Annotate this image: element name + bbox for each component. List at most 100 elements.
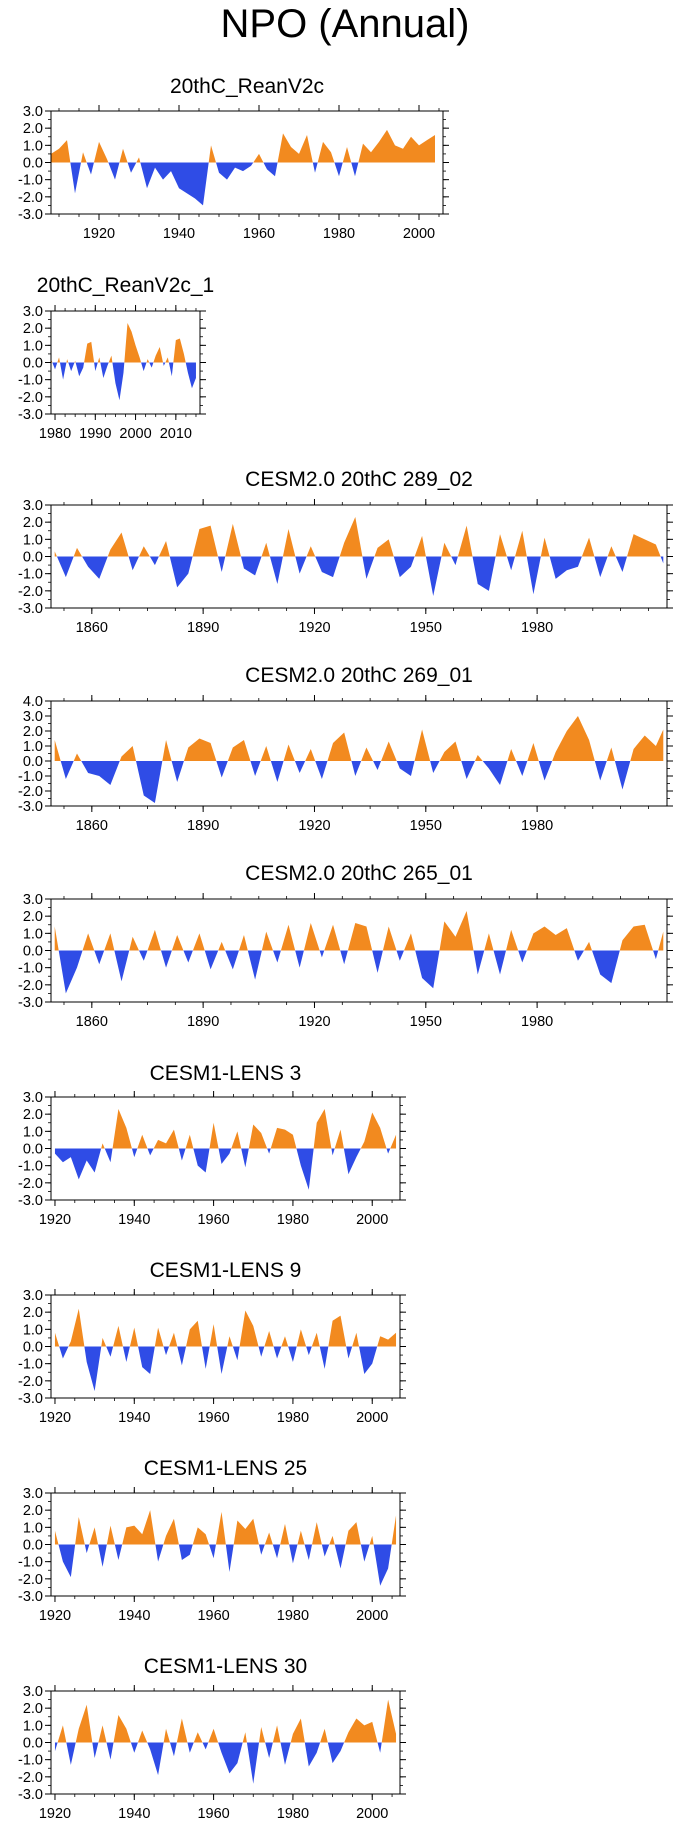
y-tick-label: -3.0 <box>18 1787 43 1803</box>
chart-3: CESM2.0 20thC 289_02 3.02.01.0 0.0-1.0-2.0… <box>18 468 673 636</box>
y-tick-label: 3.0 <box>23 1486 43 1502</box>
y-tick-label: 1.0 <box>23 1124 43 1140</box>
y-tick-label: 0.0 <box>23 356 43 372</box>
y-tick-label: -1.0 <box>18 1555 43 1571</box>
y-tick-label: -2.0 <box>18 584 43 600</box>
x-tick-label: 1860 <box>76 620 108 636</box>
chart-title: CESM2.0 20thC 289_02 <box>245 468 473 491</box>
positive-area <box>54 716 664 761</box>
chart-title: CESM1-LENS 30 <box>144 1655 307 1678</box>
y-tick-label: 1.0 <box>23 138 43 154</box>
y-tick-label: 0.0 <box>23 1538 43 1554</box>
x-tick-label: 1890 <box>187 620 219 636</box>
y-tick-label: -1.0 <box>18 373 43 389</box>
x-tick-label: 1920 <box>298 818 330 834</box>
y-tick-label: -3.0 <box>18 799 43 815</box>
y-tick-label: 0.0 <box>23 156 43 172</box>
y-tick-label: -3.0 <box>18 995 43 1011</box>
y-tick-label: -2.0 <box>18 1572 43 1588</box>
x-tick-label: 1980 <box>521 620 553 636</box>
x-tick-label: 1920 <box>298 1014 330 1030</box>
x-tick-label: 2000 <box>119 426 151 442</box>
x-tick-label: 2000 <box>403 226 435 242</box>
y-tick-label: 2.0 <box>23 909 43 925</box>
y-tick-label: 3.0 <box>23 1288 43 1304</box>
x-tick-label: 1940 <box>118 1806 150 1822</box>
positive-area <box>54 1699 397 1743</box>
chart-2: 20thC_ReanV2c_1 3.02.01.0 0.0-1.0-2.0-3.0 1… <box>18 274 214 442</box>
negative-area <box>54 761 664 803</box>
positive-area <box>54 1308 397 1347</box>
negative-area <box>51 362 196 401</box>
negative-area <box>54 1544 397 1586</box>
x-tick-label: 1940 <box>118 1608 150 1624</box>
negative-area <box>54 1148 397 1190</box>
x-tick-label: 1920 <box>298 620 330 636</box>
x-tick-label: 1960 <box>243 226 275 242</box>
positive-area <box>54 1109 397 1149</box>
x-tick-label: 1980 <box>323 226 355 242</box>
x-tick-label: 1940 <box>118 1410 150 1426</box>
y-tick-label: 2.0 <box>23 1305 43 1321</box>
y-tick-label: -2.0 <box>18 1374 43 1390</box>
y-tick-label: -1.0 <box>18 173 43 189</box>
x-tick-label: 2000 <box>356 1410 388 1426</box>
y-tick-label: -2.0 <box>18 978 43 994</box>
y-tick-label: 2.0 <box>23 321 43 337</box>
y-tick-label: 3.0 <box>23 498 43 514</box>
y-tick-label: 1.0 <box>23 926 43 942</box>
y-tick-label: -2.0 <box>18 1770 43 1786</box>
y-tick-label: 0.0 <box>23 754 43 770</box>
x-tick-label: 1940 <box>118 1212 150 1228</box>
y-tick-label: 2.0 <box>23 1107 43 1123</box>
x-tick-label: 1980 <box>277 1806 309 1822</box>
x-tick-label: 1950 <box>410 818 442 834</box>
y-tick-label: 1.0 <box>23 1718 43 1734</box>
y-tick-label: 3.0 <box>23 892 43 908</box>
y-tick-label: -3.0 <box>18 1391 43 1407</box>
positive-area <box>54 517 664 557</box>
y-tick-label: 2.0 <box>23 724 43 740</box>
x-tick-label: 1960 <box>197 1806 229 1822</box>
x-tick-label: 2000 <box>356 1806 388 1822</box>
y-tick-label: 2.0 <box>23 121 43 137</box>
y-tick-label: -3.0 <box>18 207 43 223</box>
x-tick-label: 1980 <box>277 1410 309 1426</box>
y-tick-label: 0.0 <box>23 1736 43 1752</box>
x-tick-label: 2000 <box>356 1608 388 1624</box>
x-tick-label: 1980 <box>39 426 71 442</box>
x-tick-label: 1950 <box>410 620 442 636</box>
y-tick-label: 3.0 <box>23 1090 43 1106</box>
y-tick-label: 2.0 <box>23 1503 43 1519</box>
chart-6: CESM1-LENS 3 3.02.01.0 0.0-1.0-2.0-3.0 1920… <box>18 1062 406 1228</box>
y-tick-label: -2.0 <box>18 390 43 406</box>
x-tick-label: 1990 <box>79 426 111 442</box>
x-tick-label: 2000 <box>356 1212 388 1228</box>
negative-area <box>54 556 664 596</box>
y-tick-label: 2.0 <box>23 1701 43 1717</box>
y-tick-label: 1.0 <box>23 739 43 755</box>
chart-8: CESM1-LENS 25 3.02.01.0 0.0-1.0-2.0-3.0 192… <box>18 1457 406 1624</box>
chart-title: CESM1-LENS 25 <box>144 1457 307 1480</box>
x-tick-label: 1960 <box>197 1410 229 1426</box>
positive-area <box>51 129 435 163</box>
x-tick-label: 1980 <box>521 1014 553 1030</box>
y-tick-label: -3.0 <box>18 1589 43 1605</box>
y-tick-label: 3.0 <box>23 304 43 320</box>
x-tick-label: 1940 <box>163 226 195 242</box>
x-tick-label: 1890 <box>187 818 219 834</box>
x-tick-label: 1920 <box>39 1806 71 1822</box>
y-tick-label: 1.0 <box>23 1322 43 1338</box>
negative-area <box>54 1742 397 1784</box>
y-tick-label: 1.0 <box>23 532 43 548</box>
y-tick-label: -2.0 <box>18 190 43 206</box>
y-tick-label: -1.0 <box>18 1357 43 1373</box>
x-tick-label: 1960 <box>197 1212 229 1228</box>
y-tick-label: 3.0 <box>23 709 43 725</box>
chart-4: CESM2.0 20thC 269_014.03.02.01.00.0-1.0-… <box>18 664 673 834</box>
chart-7: CESM1-LENS 9 3.02.01.0 0.0-1.0-2.0-3.0 1920… <box>18 1259 406 1426</box>
chart-title: 20thC_ReanV2c_1 <box>37 274 214 297</box>
chart-5: CESM2.0 20thC 265_01 3.02.01.0 0.0-1.0-2.0… <box>18 862 673 1030</box>
y-tick-label: -1.0 <box>18 769 43 785</box>
y-tick-label: 0.0 <box>23 1142 43 1158</box>
